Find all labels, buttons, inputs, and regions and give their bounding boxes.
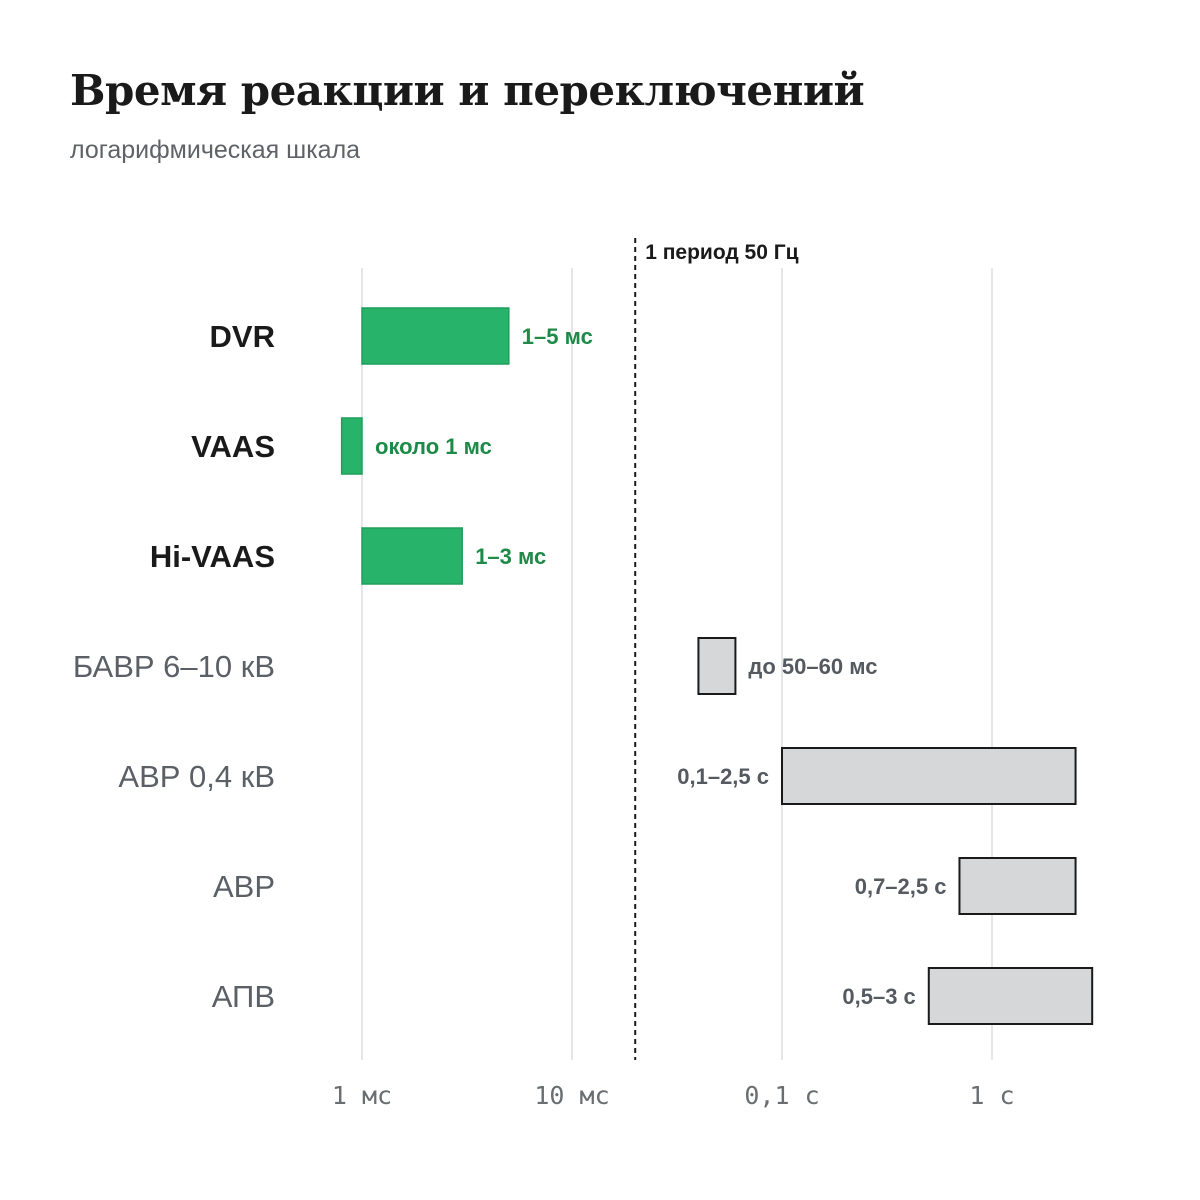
range-bar (361, 307, 510, 365)
range-bar (697, 637, 737, 695)
range-value-label: 0,1–2,5 с (677, 764, 769, 789)
range-value-label: до 50–60 мс (748, 654, 877, 679)
category-label: Hi-VAAS (150, 539, 275, 574)
range-bar (958, 857, 1077, 915)
category-label: АПВ (212, 979, 275, 1014)
x-tick-label: 1 мс (332, 1081, 392, 1110)
range-value-label: 0,5–3 с (842, 984, 915, 1009)
category-label: АВР 0,4 кВ (118, 759, 275, 794)
range-bar (927, 967, 1094, 1025)
chart-title: Время реакции и переключений (70, 66, 865, 115)
range-bar (781, 747, 1077, 805)
x-tick-label: 10 мс (534, 1081, 609, 1110)
range-value-label: около 1 мс (375, 434, 492, 459)
range-value-label: 1–5 мс (522, 324, 593, 349)
range-bar (361, 527, 463, 585)
reference-line-label: 1 период 50 Гц (645, 241, 798, 264)
category-label: БАВР 6–10 кВ (73, 649, 275, 684)
x-tick-label: 0,1 с (744, 1081, 819, 1110)
category-label: DVR (210, 319, 275, 354)
range-value-label: 0,7–2,5 с (855, 874, 947, 899)
range-value-label: 1–3 мс (475, 544, 546, 569)
x-tick-label: 1 с (969, 1081, 1014, 1110)
range-bar (340, 417, 363, 475)
category-label: АВР (213, 869, 275, 904)
chart-subtitle: логарифмическая шкала (70, 136, 361, 164)
category-label: VAAS (191, 429, 275, 464)
